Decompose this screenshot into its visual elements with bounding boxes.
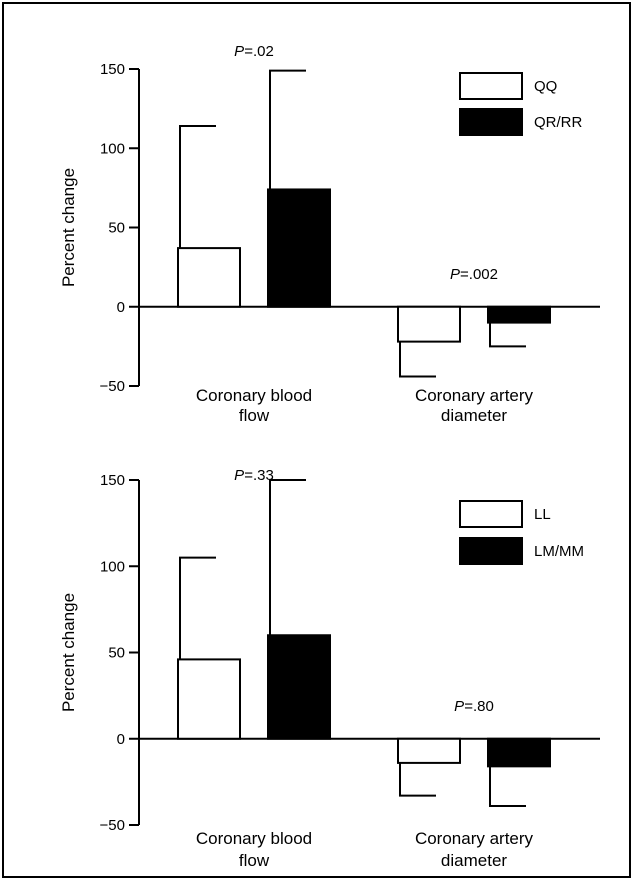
chart-panel-1: −50 0 50 100 150 Percent change Coronary blood… [59, 43, 600, 425]
legend: LL LM/MM [459, 500, 584, 565]
bar-ll-2 [397, 737, 461, 764]
y-axis-title: Percent change [59, 593, 78, 712]
category-label: Coronary blood [196, 386, 312, 405]
category-label: flow [239, 406, 270, 425]
y-tick-label: 50 [108, 645, 125, 662]
bar-lm-mm-2 [487, 737, 551, 768]
p-value-annotation: P=.33 [234, 467, 274, 484]
category-label: flow [239, 851, 270, 870]
y-tick-label: 150 [100, 61, 125, 78]
bar-qq-2 [397, 305, 461, 343]
y-tick-label: 150 [100, 472, 125, 489]
legend-swatch [459, 108, 523, 136]
y-tick-label: 0 [117, 731, 125, 748]
bar-lm-mm-1 [267, 634, 331, 740]
y-tick-label: −50 [100, 378, 125, 395]
category-label: Coronary blood [196, 829, 312, 848]
legend-label: QR/RR [534, 114, 583, 131]
legend-label: QQ [534, 78, 557, 95]
legend-swatch [459, 72, 523, 100]
category-label: diameter [441, 851, 507, 870]
bar-ll-1 [177, 658, 241, 740]
bar-qq-1 [177, 247, 241, 308]
legend-label: LM/MM [534, 543, 584, 560]
y-tick-label: 0 [117, 299, 125, 316]
legend-swatch [459, 500, 523, 528]
category-label: Coronary artery [415, 829, 534, 848]
chart-panel-2: −50 0 50 100 150 Percent change Coronary blood… [59, 467, 600, 870]
p-value-annotation: P=.02 [234, 43, 274, 60]
y-tick-label: 50 [108, 220, 125, 237]
y-tick-label: −50 [100, 817, 125, 834]
bar-qr-rr-2 [487, 305, 551, 324]
chart-svg: −50 0 50 100 150 Percent change Coronary blood… [59, 43, 600, 870]
category-label: diameter [441, 406, 507, 425]
legend-swatch [459, 537, 523, 565]
legend: QQ QR/RR [459, 72, 583, 136]
p-value-annotation: P=.002 [450, 266, 498, 283]
legend-label: LL [534, 506, 551, 523]
p-value-annotation: P=.80 [454, 698, 494, 715]
y-tick-label: 100 [100, 140, 125, 157]
category-label: Coronary artery [415, 386, 534, 405]
bar-qr-rr-1 [267, 188, 331, 308]
figure-frame: −50 0 50 100 150 Percent change Coronary blood… [2, 2, 631, 878]
y-axis-title: Percent change [59, 168, 78, 287]
y-tick-label: 100 [100, 558, 125, 575]
